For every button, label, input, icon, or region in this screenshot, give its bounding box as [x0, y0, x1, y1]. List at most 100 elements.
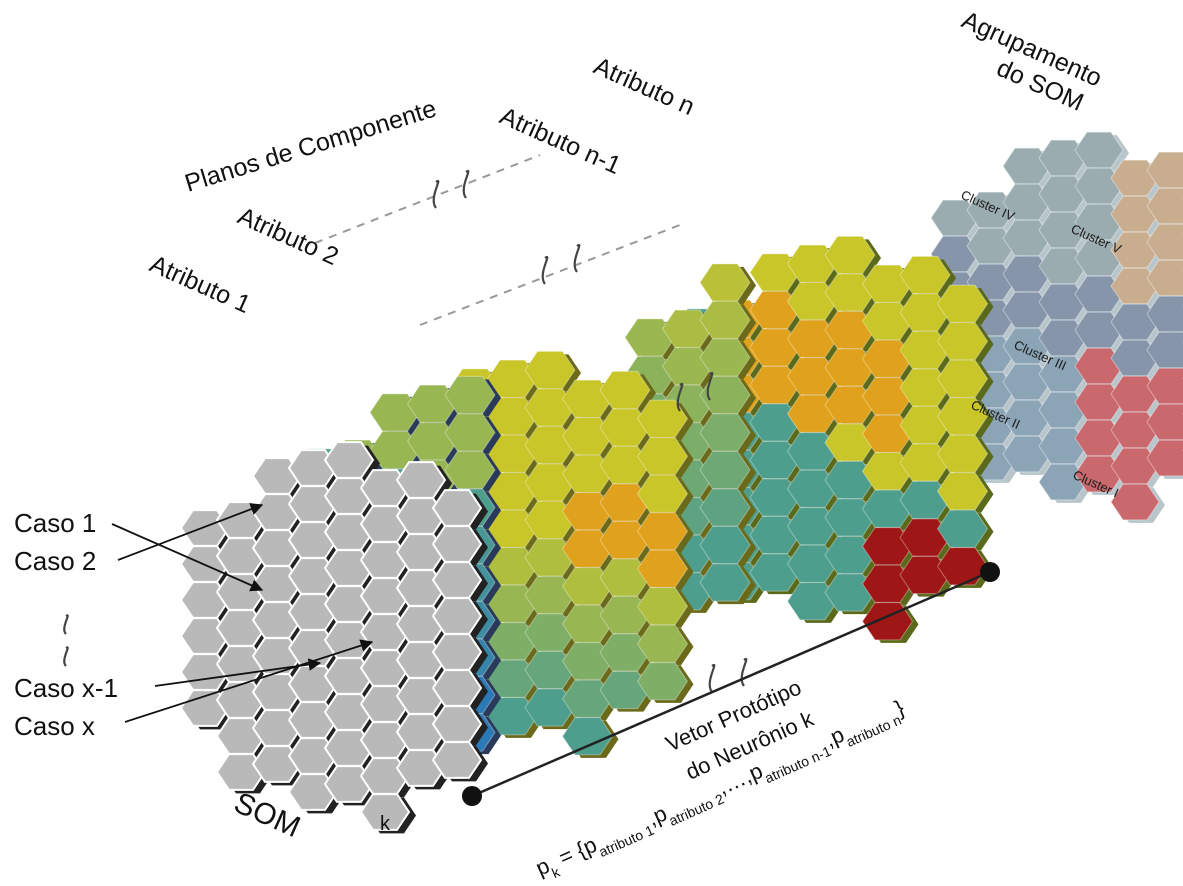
hex-cell: [899, 330, 951, 370]
hex-cell: [936, 472, 989, 511]
hex-cell: [786, 244, 839, 283]
case-x-1-label: Caso x-1: [14, 673, 118, 703]
hex-cell: [636, 624, 689, 663]
hex-cell: [899, 443, 951, 482]
hex-cell: [1110, 339, 1160, 377]
hex-cell: [699, 563, 751, 602]
hex-cell: [936, 547, 989, 586]
formula-term-4-sub: atributo n: [844, 712, 904, 750]
hex-cell: [1038, 139, 1088, 177]
planes-title: Planos de Componente: [182, 95, 440, 198]
hex-cell: [786, 394, 839, 433]
hex-cell: [1074, 275, 1124, 313]
hex-cell: [861, 564, 914, 603]
neuron-k-label: k: [380, 813, 391, 835]
hex-cell: [749, 365, 801, 405]
hex-cell: [599, 520, 651, 560]
hex-cell: [599, 370, 651, 410]
hex-cell: [323, 441, 375, 479]
hex-cell: [699, 300, 751, 340]
hex-cell: [444, 375, 496, 415]
case-arrows: [111, 503, 374, 723]
hex-cell: [861, 414, 914, 453]
som-grid: [179, 441, 488, 834]
hex-cell: [524, 575, 576, 615]
hex-cell: [824, 535, 876, 575]
hex-cell: [524, 350, 576, 390]
hex-cell: [1074, 131, 1124, 169]
hex-cell: [561, 717, 614, 756]
hex-cell: [1002, 219, 1052, 257]
case-1-label: Caso 1: [14, 508, 96, 538]
break-marks: [63, 169, 748, 693]
hex-cell: [1110, 159, 1160, 197]
hex-cell: [1110, 267, 1160, 305]
hex-cell: [786, 282, 839, 321]
hex-cell: [624, 318, 676, 357]
hex-cell: [861, 339, 914, 378]
hex-cell: [699, 450, 751, 490]
hex-cell: [561, 379, 614, 418]
hex-cell: [966, 227, 1016, 265]
hex-cell: [636, 437, 689, 476]
hex-cell: [936, 397, 989, 436]
hex-cell: [1110, 231, 1160, 269]
prototype-vector-line: [462, 562, 1000, 806]
attribute-n-label: Atributo n: [590, 52, 699, 121]
hex-cell: [1002, 399, 1052, 437]
hex-cell: [524, 650, 576, 690]
hex-cell: [936, 284, 989, 323]
hex-cell: [1074, 455, 1124, 493]
attribute-1-label: Atributo 1: [146, 250, 255, 319]
hex-cell: [1038, 463, 1088, 501]
hex-cell: [1146, 187, 1183, 225]
hex-cell: [561, 529, 614, 568]
hex-cell: [899, 293, 951, 332]
hex-cell: [661, 347, 714, 386]
hex-cell: [1074, 383, 1124, 421]
hex-cell: [636, 662, 689, 701]
hex-cell: [786, 507, 839, 546]
hex-cell: [1146, 151, 1183, 189]
hex-cell: [699, 488, 751, 527]
hex-cell: [524, 425, 576, 465]
hex-cell: [1074, 419, 1124, 457]
hex-cell: [749, 478, 801, 517]
hex-cell: [749, 403, 801, 442]
hex-cell: [599, 670, 651, 710]
hex-cell: [1038, 211, 1088, 249]
hex-cell: [824, 385, 876, 425]
hex-cell: [1110, 447, 1160, 485]
formula-term-3-sub: atributo n-1: [762, 743, 833, 787]
hex-cell: [899, 255, 951, 295]
hex-cell: [824, 235, 876, 275]
hex-cell: [930, 199, 980, 237]
hex-cell: [636, 512, 689, 551]
hex-cell: [699, 263, 751, 302]
hex-cell: [1146, 331, 1183, 369]
hex-cell: [1110, 411, 1160, 449]
hex-cell: [824, 573, 876, 612]
attribute-n-1-label: Atributo n-1: [496, 102, 625, 180]
hex-cell: [824, 423, 876, 462]
attribute-2-label: Atributo 2: [234, 202, 343, 271]
hex-cell: [1038, 427, 1088, 465]
hex-cell: [1074, 167, 1124, 205]
hex-cell: [824, 310, 876, 350]
hex-cell: [561, 679, 614, 718]
hex-cell: [661, 309, 714, 348]
hex-cell: [749, 553, 801, 592]
hex-cell: [561, 492, 614, 531]
hex-cell: [861, 302, 914, 341]
hex-cell: [899, 405, 951, 445]
hex-cell: [749, 290, 801, 330]
hex-cell: [1074, 311, 1124, 349]
hex-cell: [406, 422, 459, 461]
hex-cell: [431, 705, 483, 743]
hex-cell: [786, 319, 839, 358]
hex-cell: [599, 445, 651, 485]
hex-cell: [786, 357, 839, 396]
hex-cell: [1110, 303, 1160, 341]
hex-cell: [1110, 195, 1160, 233]
